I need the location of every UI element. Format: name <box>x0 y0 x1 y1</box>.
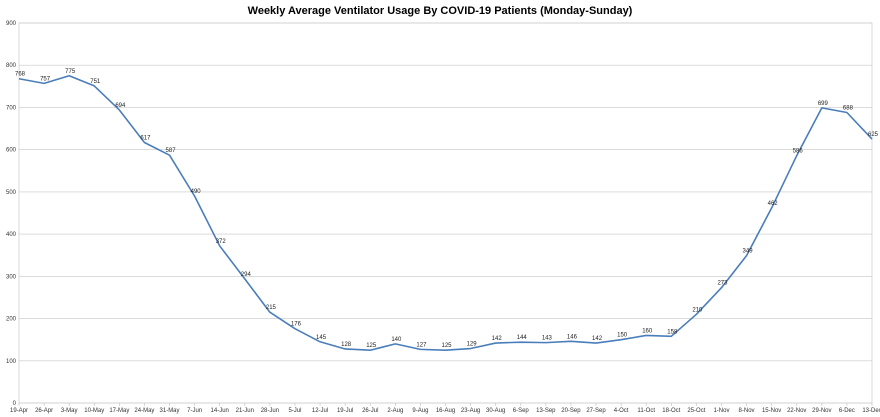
x-tick-label: 5-Jul <box>288 408 301 414</box>
x-tick-label: 14-Jun <box>211 408 229 414</box>
data-label: 490 <box>191 189 202 195</box>
data-label: 144 <box>517 335 528 341</box>
data-label: 128 <box>341 342 352 348</box>
data-label: 158 <box>667 329 678 335</box>
data-label: 160 <box>642 328 653 334</box>
x-tick-label: 9-Aug <box>412 408 428 414</box>
y-tick-label: 400 <box>6 232 17 238</box>
data-label: 775 <box>65 69 76 75</box>
y-tick-label: 200 <box>6 317 17 323</box>
x-tick-label: 2-Aug <box>387 408 403 414</box>
x-tick-label: 15-Nov <box>762 408 781 414</box>
x-tick-label: 11-Oct <box>637 408 655 414</box>
x-tick-label: 19-Apr <box>10 408 28 414</box>
data-label: 150 <box>617 333 628 339</box>
data-label: 143 <box>542 336 553 342</box>
data-label: 146 <box>567 334 578 340</box>
x-tick-label: 6-Sep <box>513 408 530 414</box>
y-tick-label: 600 <box>6 148 17 154</box>
x-tick-label: 22-Nov <box>787 408 806 414</box>
x-tick-label: 21-Jun <box>236 408 254 414</box>
x-tick-label: 7-Jun <box>187 408 202 414</box>
x-tick-label: 6-Dec <box>839 408 855 414</box>
x-tick-label: 26-Jul <box>362 408 378 414</box>
data-label: 586 <box>793 149 804 155</box>
data-label: 215 <box>266 305 277 311</box>
data-label: 125 <box>441 343 452 349</box>
y-tick-label: 900 <box>6 21 17 27</box>
data-label: 176 <box>291 322 302 328</box>
x-tick-label: 29-Nov <box>812 408 831 414</box>
x-tick-label: 27-Sep <box>586 408 606 414</box>
chart-title: Weekly Average Ventilator Usage By COVID… <box>248 5 633 17</box>
data-label: 757 <box>40 76 51 82</box>
data-label: 372 <box>216 239 227 245</box>
x-tick-label: 10-May <box>84 408 104 414</box>
x-tick-label: 25-Oct <box>687 408 705 414</box>
data-label: 768 <box>15 72 26 78</box>
y-tick-label: 300 <box>6 274 17 280</box>
x-tick-label: 18-Oct <box>662 408 680 414</box>
x-tick-label: 13-Dec <box>862 408 880 414</box>
data-label: 210 <box>692 307 703 313</box>
data-label: 273 <box>717 281 728 287</box>
x-tick-label: 30-Aug <box>486 408 505 414</box>
data-labels: 768 757 775 751 694 617 587 490 372 294 215 176 145 1… <box>15 69 879 349</box>
y-axis: 0 100 200 300 400 500 600 700 800 900 <box>6 21 17 407</box>
x-tick-label: 26-Apr <box>35 408 53 414</box>
y-tick-label: 500 <box>6 190 17 196</box>
data-label: 699 <box>818 101 829 107</box>
x-tick-label: 20-Sep <box>561 408 581 414</box>
x-axis: 19-Apr 26-Apr 3-May 10-May 17-May 24-May 31-Ma… <box>10 403 880 414</box>
data-label: 751 <box>90 79 101 85</box>
x-tick-label: 16-Aug <box>436 408 455 414</box>
y-tick-label: 0 <box>13 401 17 407</box>
data-label: 142 <box>592 336 603 342</box>
data-label: 625 <box>868 132 879 138</box>
data-label: 142 <box>492 336 503 342</box>
y-tick-label: 800 <box>6 63 17 69</box>
data-label: 125 <box>366 343 377 349</box>
x-tick-label: 12-Jul <box>312 408 328 414</box>
x-tick-label: 3-May <box>61 408 78 414</box>
x-tick-label: 8-Nov <box>739 408 755 414</box>
series-line-group <box>18 74 873 352</box>
data-label: 127 <box>416 342 427 348</box>
y-tick-label: 100 <box>6 359 17 365</box>
x-tick-label: 31-May <box>160 408 180 414</box>
y-tick-label: 700 <box>6 105 17 111</box>
data-label: 349 <box>743 249 754 255</box>
data-label: 294 <box>241 272 252 278</box>
data-label: 462 <box>768 201 779 207</box>
data-label: 688 <box>843 106 854 112</box>
x-tick-label: 19-Jul <box>337 408 353 414</box>
x-tick-label: 4-Oct <box>614 408 629 414</box>
x-tick-label: 23-Aug <box>461 408 480 414</box>
data-label: 617 <box>140 135 151 141</box>
data-label: 145 <box>316 335 327 341</box>
x-tick-label: 17-May <box>109 408 129 414</box>
data-label: 587 <box>166 148 177 154</box>
data-label: 129 <box>467 342 478 348</box>
series-line <box>18 74 873 352</box>
x-tick-label: 1-Nov <box>713 408 729 414</box>
x-tick-label: 24-May <box>134 408 154 414</box>
data-label: 140 <box>391 337 402 343</box>
data-label: 694 <box>115 103 126 109</box>
x-tick-label: 13-Sep <box>536 408 556 414</box>
x-tick-label: 28-Jun <box>261 408 279 414</box>
